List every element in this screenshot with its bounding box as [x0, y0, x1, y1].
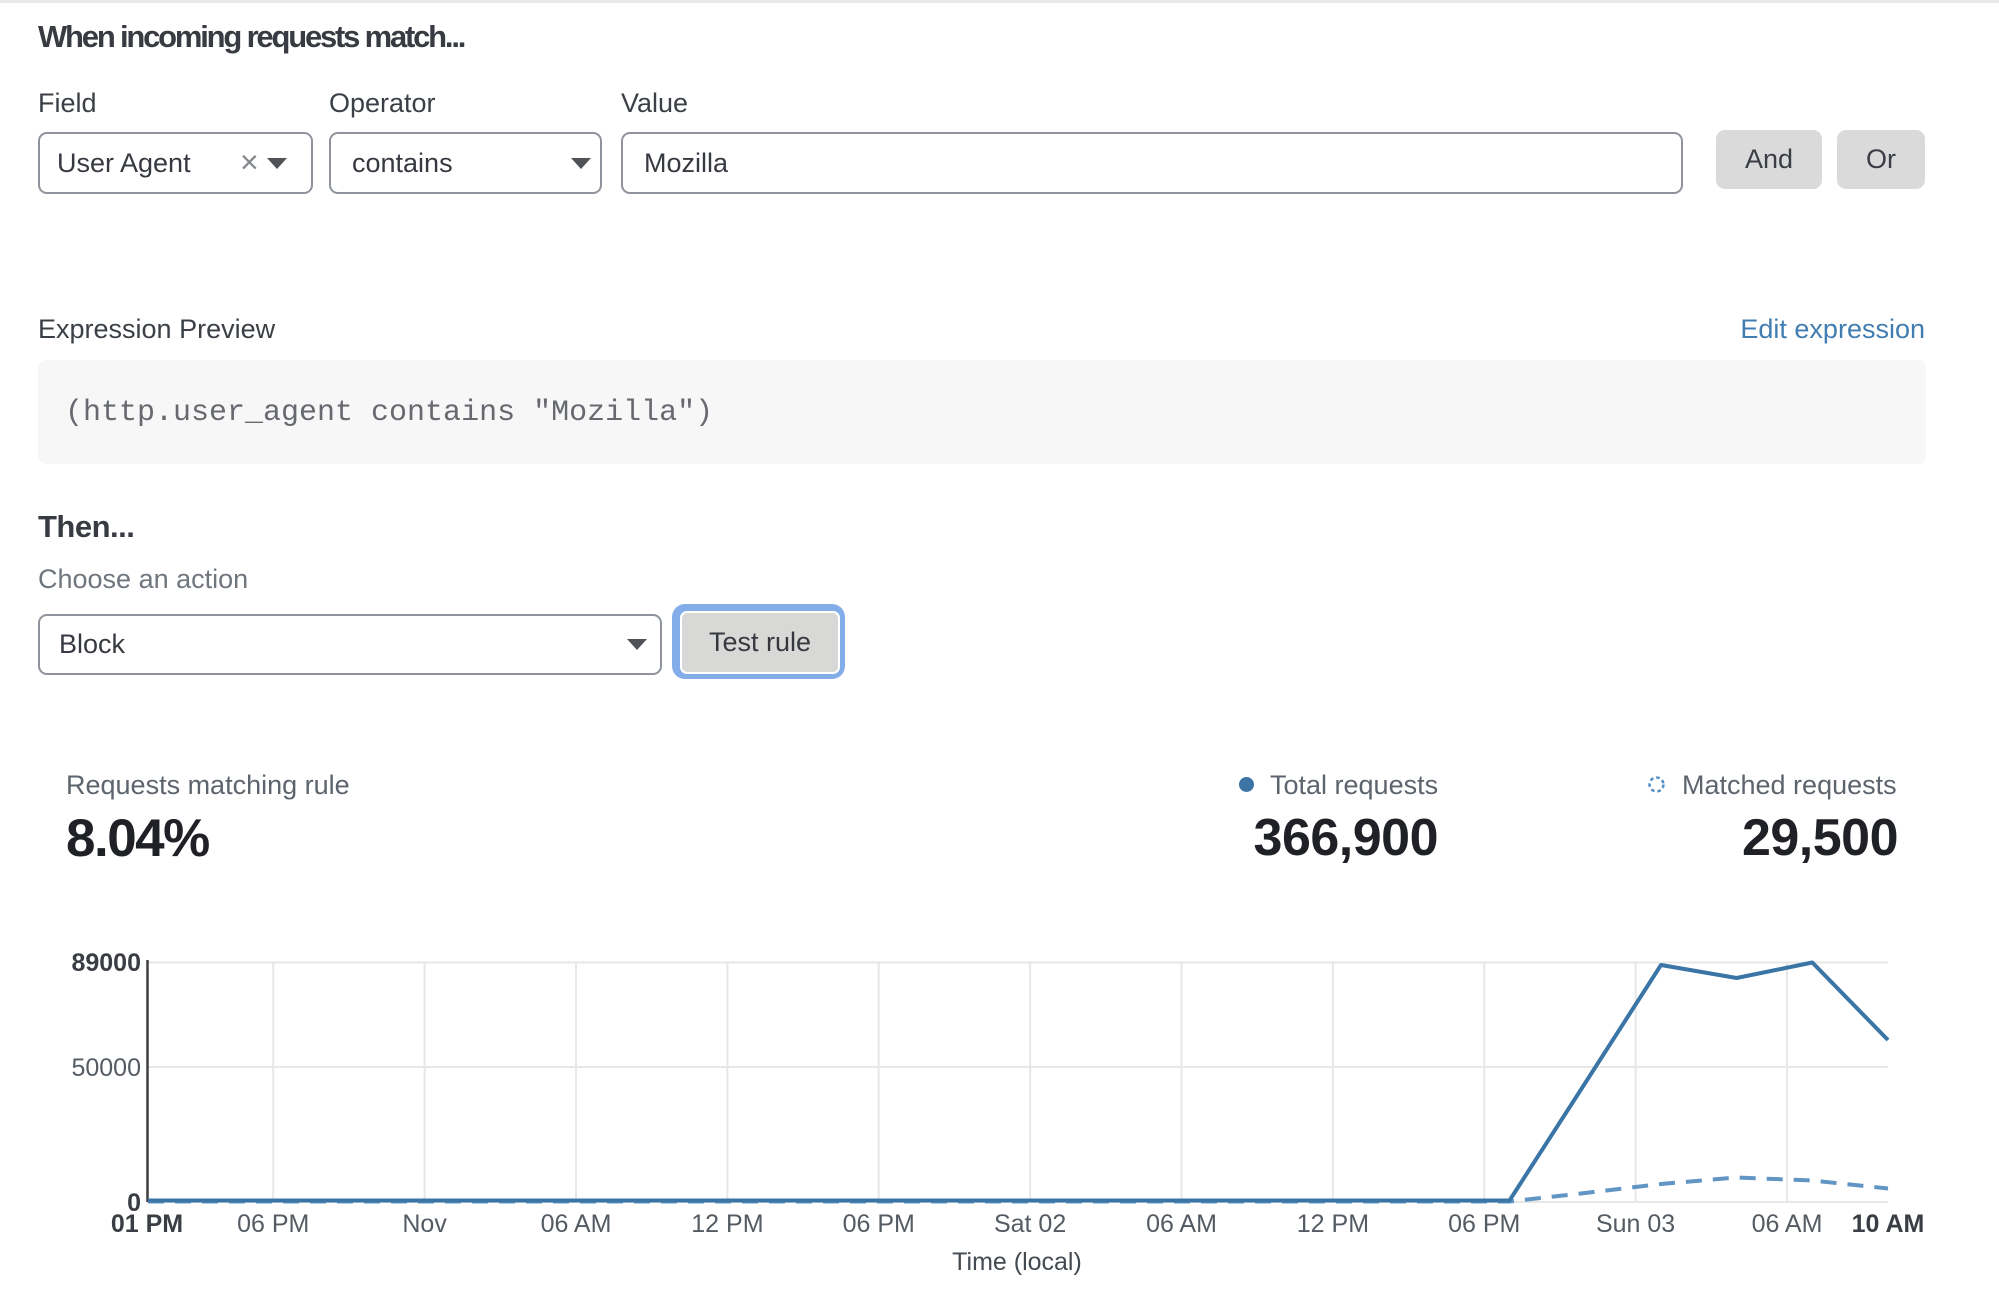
svg-text:06 AM: 06 AM	[541, 1210, 612, 1238]
svg-text:89000: 89000	[71, 949, 141, 977]
svg-text:50000: 50000	[71, 1054, 141, 1082]
svg-text:06 PM: 06 PM	[237, 1210, 309, 1238]
svg-text:Time (local): Time (local)	[952, 1248, 1082, 1276]
svg-text:Nov: Nov	[402, 1210, 447, 1238]
svg-text:06 PM: 06 PM	[843, 1210, 915, 1238]
svg-text:12 PM: 12 PM	[691, 1210, 763, 1238]
svg-text:Sun 03: Sun 03	[1596, 1210, 1675, 1238]
svg-text:12 PM: 12 PM	[1297, 1210, 1369, 1238]
svg-text:06 AM: 06 AM	[1752, 1210, 1823, 1238]
svg-text:06 AM: 06 AM	[1146, 1210, 1217, 1238]
svg-text:06 PM: 06 PM	[1448, 1210, 1520, 1238]
svg-text:0: 0	[127, 1189, 141, 1217]
svg-text:Sat 02: Sat 02	[994, 1210, 1066, 1238]
svg-text:01 PM: 01 PM	[111, 1210, 183, 1238]
svg-text:10 AM: 10 AM	[1852, 1210, 1925, 1238]
